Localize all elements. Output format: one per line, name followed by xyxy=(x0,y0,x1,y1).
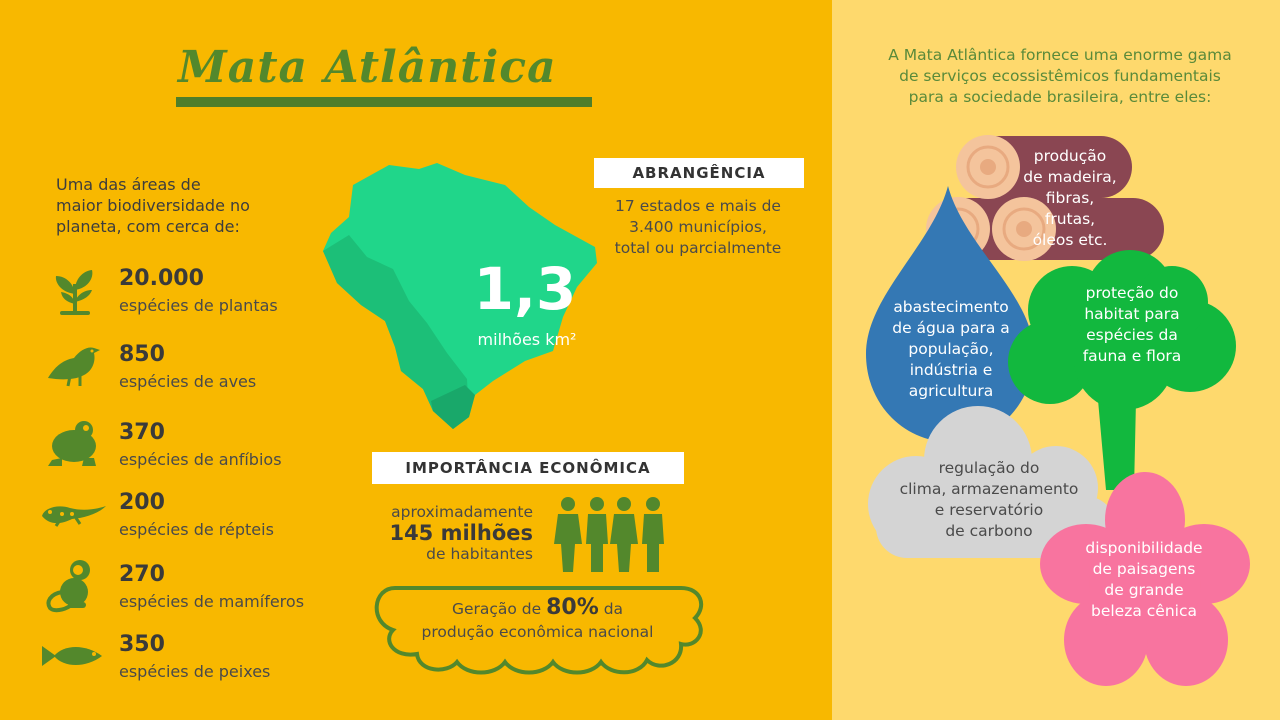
service-line: indústria e xyxy=(909,361,993,379)
service-paisagem-text: disponibilidade de paisagens de grande b… xyxy=(1068,538,1220,622)
species-item-amphibians: 370 espécies de anfíbios xyxy=(40,416,330,472)
species-item-fish: 350 espécies de peixes xyxy=(40,628,330,684)
tree-icon xyxy=(1008,250,1236,490)
title-underline xyxy=(176,97,592,107)
plant-icon xyxy=(55,270,93,315)
generation-post: produção econômica nacional xyxy=(421,623,654,641)
service-clima-text: regulação do clima, armazenamento e rese… xyxy=(882,458,1096,542)
wood-logs-icon xyxy=(926,135,1164,261)
flower-icon xyxy=(1040,472,1250,686)
water-drop-icon xyxy=(866,186,1034,442)
services-intro-line: para a sociedade brasileira, entre eles: xyxy=(908,88,1212,106)
species-label: espécies de peixes xyxy=(119,662,271,681)
service-line: habitat para xyxy=(1084,305,1180,323)
service-line: beleza cênica xyxy=(1091,602,1197,620)
population-pre: aproximadamente xyxy=(391,503,533,521)
monkey-icon xyxy=(46,560,90,613)
brazil-map-icon xyxy=(323,163,597,429)
abrangencia-line: total ou parcialmente xyxy=(614,239,782,257)
service-habitat-text: proteção do habitat para espécies da fau… xyxy=(1052,283,1212,367)
abrangencia-line: 3.400 municípios, xyxy=(629,218,767,236)
species-label: espécies de répteis xyxy=(119,520,274,539)
population-number: 145 milhões xyxy=(389,521,533,545)
service-line: abastecimento xyxy=(893,298,1009,316)
service-line: de paisagens xyxy=(1092,560,1196,578)
species-item-mammals: 270 espécies de mamíferos xyxy=(40,558,330,614)
service-line: de carbono xyxy=(945,522,1033,540)
abrangencia-line: 17 estados e mais de xyxy=(615,197,781,215)
cloud-outline-icon xyxy=(374,586,704,675)
generation-number: 80% xyxy=(546,595,599,620)
service-madeira-text: produção de madeira, fibras, frutas, óle… xyxy=(1010,146,1130,251)
services-intro: A Mata Atlântica fornece uma enorme gama… xyxy=(858,45,1262,108)
service-line: frutas, xyxy=(1044,210,1096,228)
biodiversity-intro: Uma das áreas de maior biodiversidade no… xyxy=(56,174,250,237)
service-line: disponibilidade xyxy=(1085,539,1203,557)
species-count: 20.000 xyxy=(119,266,204,291)
species-item-plants: 20.000 espécies de plantas xyxy=(40,262,330,318)
service-line: proteção do xyxy=(1085,284,1179,302)
species-count: 370 xyxy=(119,420,165,445)
service-line: de madeira, xyxy=(1023,168,1117,186)
service-line: produção xyxy=(1033,147,1107,165)
area-unit: milhões km² xyxy=(477,330,577,349)
population-post: de habitantes xyxy=(426,545,533,563)
page-title: Mata Atlântica xyxy=(178,42,557,93)
cloud-icon xyxy=(868,406,1116,558)
lizard-icon xyxy=(42,506,106,527)
generation-pre: Geração de xyxy=(451,600,542,618)
fish-icon xyxy=(42,646,102,666)
service-line: de grande xyxy=(1104,581,1184,599)
species-item-reptiles: 200 espécies de répteis xyxy=(40,486,330,542)
intro-line: maior biodiversidade no xyxy=(56,196,250,215)
service-line: população, xyxy=(908,340,994,358)
service-line: e reservatório xyxy=(934,501,1044,519)
generation-mid: da xyxy=(603,600,624,618)
species-item-birds: 850 espécies de aves xyxy=(40,338,330,394)
species-count: 200 xyxy=(119,490,165,515)
people-icon xyxy=(554,497,664,572)
services-intro-line: de serviços ecossistêmicos fundamentais xyxy=(899,67,1221,85)
service-line: clima, armazenamento xyxy=(899,480,1079,498)
abrangencia-text: 17 estados e mais de 3.400 municípios, t… xyxy=(598,196,798,259)
species-count: 850 xyxy=(119,342,165,367)
service-line: espécies da xyxy=(1086,326,1178,344)
intro-line: Uma das áreas de xyxy=(56,175,201,194)
bird-icon xyxy=(48,347,100,387)
service-line: óleos etc. xyxy=(1032,231,1108,249)
species-label: espécies de anfíbios xyxy=(119,450,282,469)
population-text: aproximadamente 145 milhões de habitante… xyxy=(340,502,533,565)
economia-heading: IMPORTÂNCIA ECONÔMICA xyxy=(372,452,684,484)
abrangencia-heading: ABRANGÊNCIA xyxy=(594,158,804,188)
area-number: 1,3 xyxy=(473,255,577,323)
service-line: agricultura xyxy=(908,382,994,400)
services-intro-line: A Mata Atlântica fornece uma enorme gama xyxy=(888,46,1232,64)
service-line: fibras, xyxy=(1045,189,1095,207)
service-line: fauna e flora xyxy=(1082,347,1182,365)
species-count: 350 xyxy=(119,632,165,657)
species-label: espécies de mamíferos xyxy=(119,592,305,611)
service-line: de água para a xyxy=(892,319,1010,337)
species-label: espécies de aves xyxy=(119,372,257,391)
species-count: 270 xyxy=(119,562,165,587)
intro-line: planeta, com cerca de: xyxy=(56,217,240,236)
frog-icon xyxy=(48,421,96,466)
generation-text: Geração de 80% da produção econômica nac… xyxy=(395,596,680,644)
species-label: espécies de plantas xyxy=(119,296,278,315)
service-agua-text: abastecimento de água para a população, … xyxy=(878,297,1024,402)
service-line: regulação do xyxy=(938,459,1040,477)
